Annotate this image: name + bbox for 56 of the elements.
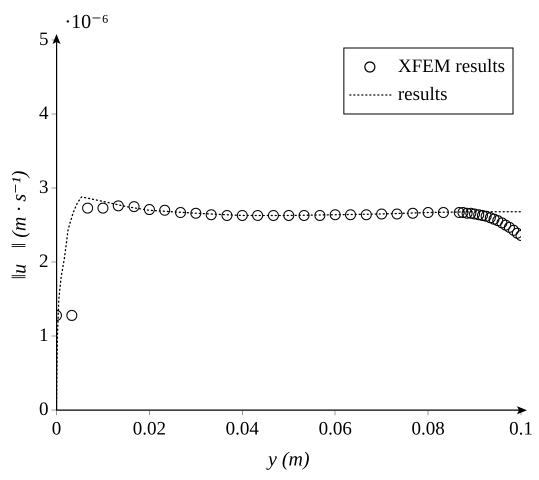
point [268, 210, 279, 221]
point [330, 209, 341, 220]
point [504, 222, 515, 233]
y-tick-label: 1 [39, 325, 48, 346]
y-tick-label: 2 [39, 251, 48, 272]
point [422, 207, 434, 218]
y-tick-label: 0 [39, 399, 48, 420]
point [252, 210, 264, 221]
point [492, 215, 504, 226]
y-tick-label: 4 [39, 103, 49, 124]
y-tick-label: 5 [39, 28, 48, 50]
point [508, 224, 520, 236]
point [190, 208, 202, 219]
x-axis-title: y (m) [266, 448, 310, 470]
point [462, 208, 473, 219]
point [407, 208, 418, 219]
point [206, 209, 217, 220]
point [128, 201, 140, 212]
point [454, 207, 465, 218]
x-tick-label: 0.08 [411, 418, 445, 440]
point [159, 204, 170, 216]
point [469, 208, 480, 220]
point [66, 310, 78, 321]
point [314, 210, 326, 221]
point [283, 210, 294, 221]
point [144, 204, 155, 216]
x-tick-label: 0.06 [318, 418, 352, 440]
point [473, 209, 484, 220]
point [480, 210, 492, 222]
point [391, 208, 402, 220]
x-tick-label: 0.02 [132, 418, 166, 440]
point [298, 210, 310, 221]
legend-label: results [398, 84, 448, 105]
point [488, 214, 500, 225]
point [97, 202, 108, 214]
point [496, 217, 508, 228]
point [465, 208, 476, 219]
point [175, 207, 186, 218]
point [112, 200, 124, 212]
point [476, 210, 488, 221]
point [82, 202, 94, 214]
x-tick-label: 0.1 [509, 418, 533, 440]
point [236, 210, 248, 221]
point [376, 208, 388, 220]
y-tick-label: 3 [39, 177, 48, 198]
legend-label: XFEM results [398, 56, 506, 77]
point [345, 209, 356, 220]
text: ·10⁻⁶ [64, 11, 109, 33]
point [457, 207, 468, 218]
y-axis-title: ‖u⃗‖ (m · s⁻¹) [8, 170, 30, 280]
x-tick-label: 0.04 [226, 418, 260, 440]
point [484, 212, 496, 224]
point [438, 207, 449, 218]
point [500, 220, 512, 231]
point [221, 210, 232, 221]
point [360, 209, 372, 220]
